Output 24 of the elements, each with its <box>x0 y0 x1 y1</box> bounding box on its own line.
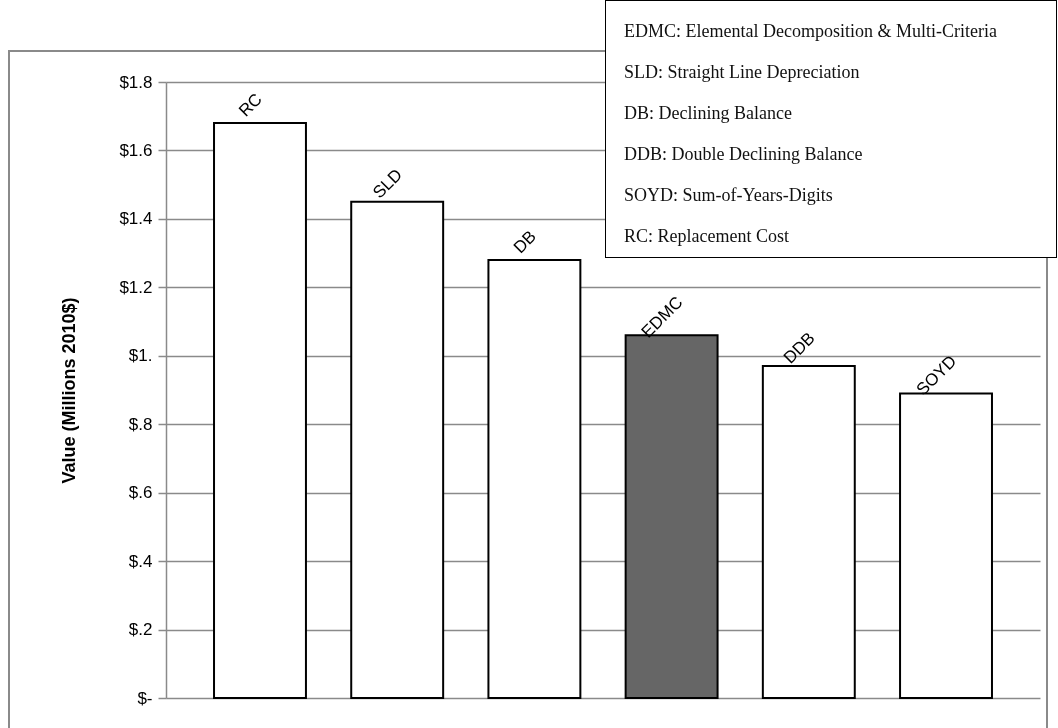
y-tick-label: $1. <box>128 346 153 366</box>
y-tick-label: $.4 <box>128 551 153 571</box>
y-tick-label: $1.8 <box>119 72 153 92</box>
annotation: RC: Replacement Cost <box>624 225 790 248</box>
y-tick-label: $1.6 <box>119 140 153 160</box>
x-tick-label: DB <box>509 226 540 257</box>
y-tick-label: $1.4 <box>119 209 153 229</box>
x-tick-label: RC <box>235 89 266 121</box>
y-tick-label: $.2 <box>128 620 153 640</box>
annotation: DDB: Double Declining Balance <box>624 143 864 166</box>
y-tick-label: $.6 <box>128 483 153 503</box>
bar <box>487 258 582 699</box>
bar <box>213 122 307 699</box>
x-tick-label: SLD <box>369 165 407 203</box>
y-tick-label: $1.2 <box>119 277 153 297</box>
y-tick-label: $.8 <box>128 414 153 434</box>
text: EDMC: Elemental Decomposition & Multi-Criteria <box>624 21 997 41</box>
text: SLD: Straight Line Depreciation <box>624 62 860 82</box>
y-tick-label: $- <box>137 688 153 708</box>
y-axis-title: Value (Millions 2010$) <box>59 297 80 484</box>
bar <box>350 200 445 699</box>
annotation: SOYD: Sum-of-Years-Digits <box>624 184 834 207</box>
annotation: DB: Declining Balance <box>624 102 793 125</box>
bar <box>761 365 856 699</box>
